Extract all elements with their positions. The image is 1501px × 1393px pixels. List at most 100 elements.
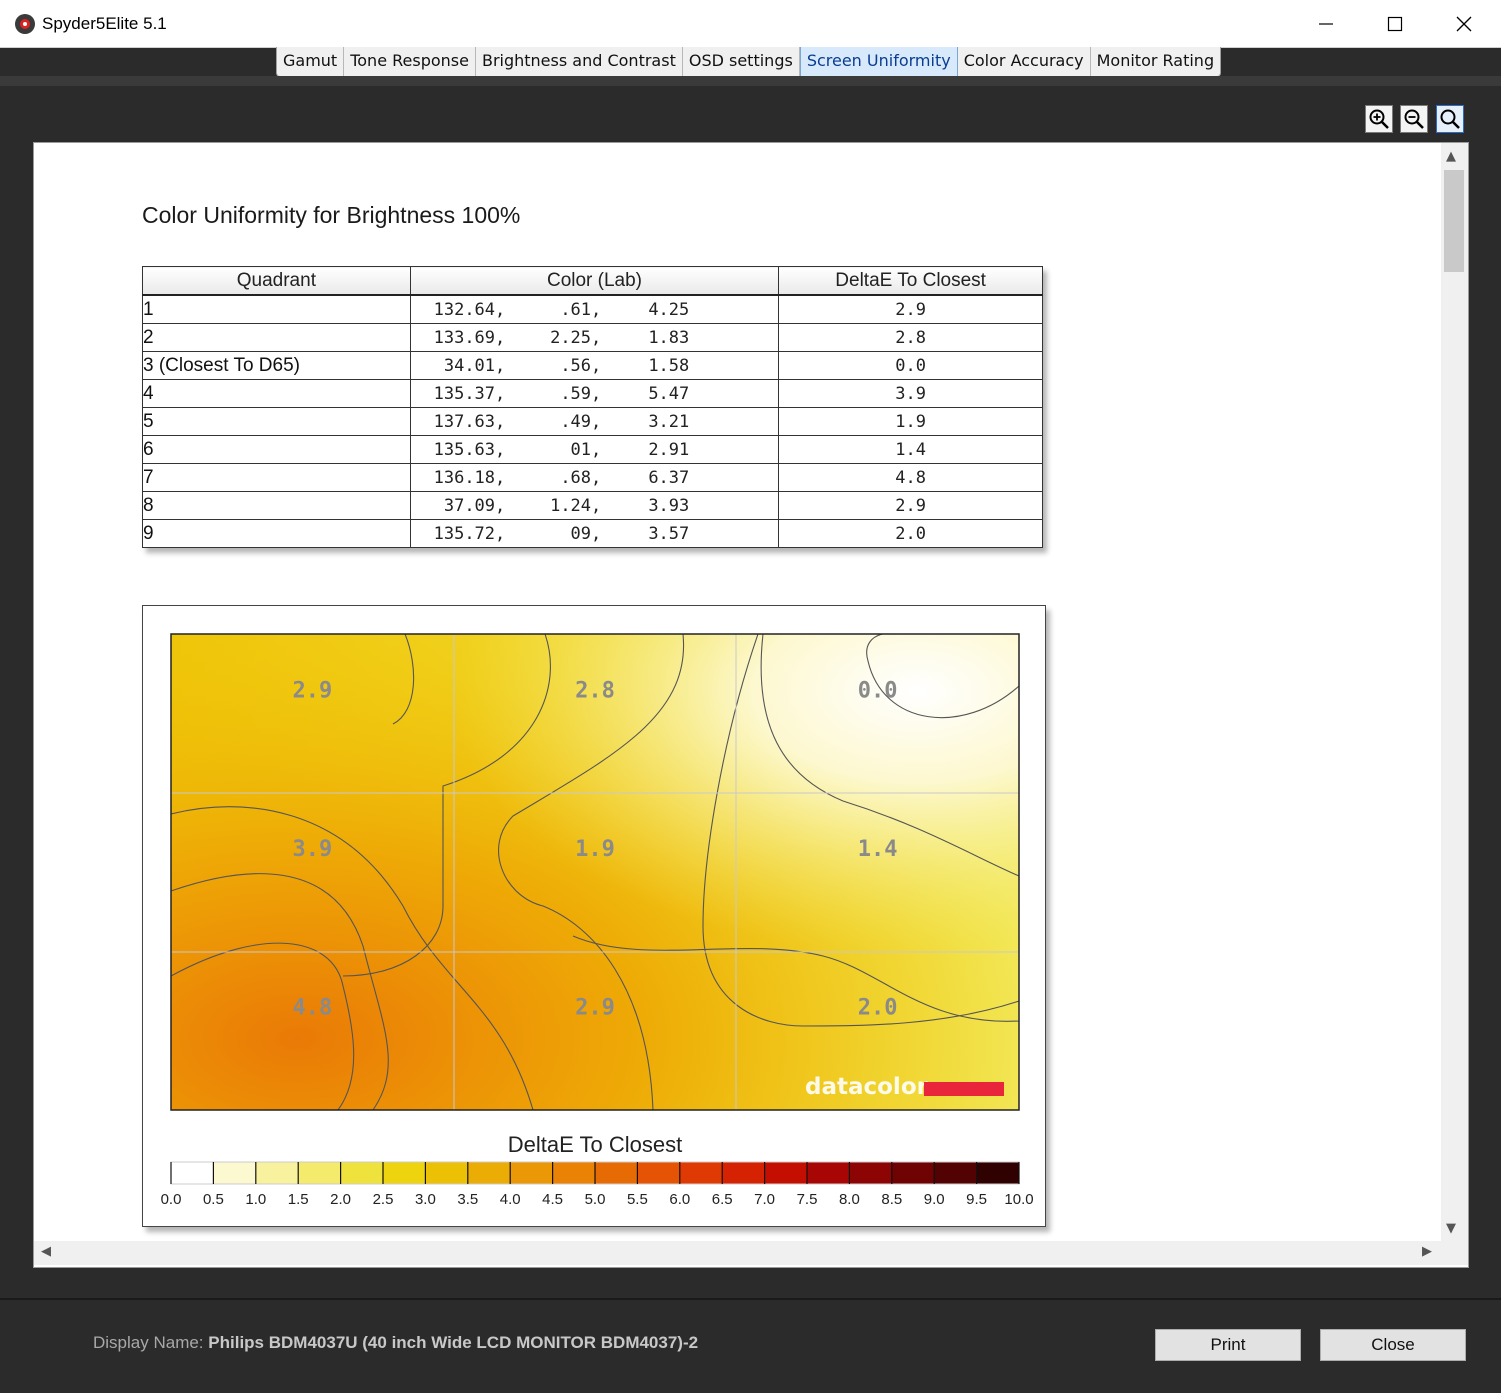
lab-b-value: 6.37	[648, 468, 690, 488]
scroll-down-icon[interactable]: ▼	[1446, 1221, 1456, 1236]
colorbar-segment	[891, 1162, 935, 1184]
colorbar-tick-label: 10.0	[1004, 1191, 1033, 1208]
lab-a-value: .49,	[560, 412, 602, 432]
colorbar-tick-label: 7.5	[797, 1191, 818, 1208]
zoom-out-button[interactable]	[1400, 105, 1428, 133]
colorbar-segment	[467, 1162, 511, 1184]
horizontal-scrollbar[interactable]	[34, 1241, 1441, 1265]
heatmap-cell-label: 0.0	[858, 678, 898, 703]
table-row: 4 135.37, .59, 5.47 3.9	[142, 379, 1043, 408]
heatmap-cell-label: 4.8	[292, 996, 332, 1021]
delta-e-cell: 4.8	[778, 463, 1043, 492]
lab-l-value: 37.09,	[443, 496, 506, 516]
vertical-scroll-thumb[interactable]	[1444, 170, 1464, 272]
report-tabs: Gamut Tone Response Brightness and Contr…	[276, 47, 1222, 77]
delta-e-cell: 1.4	[778, 435, 1043, 464]
colorbar-segment	[637, 1162, 681, 1184]
column-header: Color (Lab)	[409, 266, 780, 296]
minimize-button[interactable]	[1294, 0, 1358, 47]
tab-color-accuracy[interactable]: Color Accuracy	[958, 47, 1091, 76]
scroll-right-icon[interactable]: ▶	[1422, 1244, 1432, 1259]
display-name: Display Name: Philips BDM4037U (40 inch …	[93, 1333, 698, 1353]
tab-gamut[interactable]: Gamut	[277, 47, 345, 76]
zoom-in-icon	[1369, 109, 1389, 129]
colorbar-segment	[171, 1162, 214, 1184]
colorbar-segment	[383, 1162, 426, 1184]
colorbar-segment	[510, 1162, 554, 1184]
tab-osd-settings[interactable]: OSD settings	[683, 47, 800, 76]
zoom-in-button[interactable]	[1365, 105, 1393, 133]
close-window-button[interactable]	[1432, 0, 1496, 47]
vertical-scrollbar[interactable]	[1441, 143, 1468, 1241]
lab-b-value: 3.57	[648, 524, 690, 544]
colorbar-tick-label: 0.5	[203, 1191, 224, 1208]
delta-e-cell: 2.0	[778, 519, 1043, 548]
maximize-button[interactable]	[1363, 0, 1427, 47]
lab-b-value: 3.21	[648, 412, 690, 432]
quadrant-cell: 5	[142, 407, 411, 436]
lab-a-value: .61,	[560, 300, 602, 320]
heatmap-cell-label: 1.9	[575, 837, 615, 862]
lab-l-value: 136.18,	[433, 468, 506, 488]
table-header-row: Quadrant Color (Lab) DeltaE To Closest	[142, 266, 1043, 296]
tab-brightness-contrast[interactable]: Brightness and Contrast	[476, 47, 683, 76]
colorbar-segment	[679, 1162, 723, 1184]
quadrant-cell: 8	[142, 491, 411, 520]
watermark-bar	[924, 1082, 1004, 1096]
heatmap-cell-label: 2.9	[575, 996, 615, 1021]
colorbar-tick-label: 5.5	[627, 1191, 648, 1208]
lab-l-value: 135.37,	[433, 384, 506, 404]
close-icon	[1456, 16, 1472, 31]
colorbar-segment	[722, 1162, 766, 1184]
heatmap-cell-label: 2.8	[575, 678, 615, 703]
scrollbar-corner	[1441, 1241, 1468, 1265]
lab-a-value: 09,	[570, 524, 602, 544]
spyder-logo-icon	[15, 14, 35, 34]
heatmap-cell-label: 1.4	[858, 837, 898, 862]
lab-color-cell: 135.37, .59, 5.47	[409, 379, 780, 408]
quadrant-cell: 2	[142, 323, 411, 352]
colorbar-segment	[934, 1162, 978, 1184]
colorbar-segment	[425, 1162, 469, 1184]
tab-tone-response[interactable]: Tone Response	[344, 47, 476, 76]
lab-a-value: 2.25,	[550, 328, 602, 348]
title-bar: Spyder5Elite 5.1	[0, 0, 1501, 48]
scroll-up-icon[interactable]: ▲	[1446, 149, 1456, 164]
quadrant-cell: 7	[142, 463, 411, 492]
tab-monitor-rating[interactable]: Monitor Rating	[1096, 51, 1215, 70]
display-name-label: Display Name:	[93, 1333, 204, 1352]
watermark-text: datacolor	[805, 1074, 929, 1100]
colorbar-tick-label: 8.0	[839, 1191, 860, 1208]
lab-color-cell: 135.63, 01, 2.91	[409, 435, 780, 464]
colorbar-tick-label: 8.5	[881, 1191, 902, 1208]
colorbar-segment	[213, 1162, 257, 1184]
lab-color-cell: 34.01, .56, 1.58	[409, 351, 780, 380]
quadrant-cell: 3 (Closest To D65)	[142, 351, 411, 380]
print-button[interactable]: Print	[1155, 1329, 1301, 1361]
table-row: 6 135.63, 01, 2.91 1.4	[142, 435, 1043, 464]
lab-color-cell: 136.18, .68, 6.37	[409, 463, 780, 492]
lab-color-cell: 133.69, 2.25, 1.83	[409, 323, 780, 352]
lab-l-value: 133.69,	[433, 328, 506, 348]
lab-b-value: 2.91	[648, 440, 690, 460]
colorbar-segment	[298, 1162, 342, 1184]
colorbar-tick-label: 4.5	[542, 1191, 563, 1208]
uniformity-heatmap: 2.9 2.8 0.0 3.9 1.9 1.4 4.8 2.9 2.0 datacolor De…	[161, 633, 1034, 1208]
grid-lines	[171, 634, 1019, 1110]
display-name-value: Philips BDM4037U (40 inch Wide LCD MONIT…	[208, 1333, 699, 1352]
lab-l-value: 132.64,	[433, 300, 506, 320]
delta-e-cell: 0.0	[778, 351, 1043, 380]
lab-color-cell: 37.09, 1.24, 3.93	[409, 491, 780, 520]
table-row: 7 136.18, .68, 6.37 4.8	[142, 463, 1043, 492]
colorbar-tick-label: 6.5	[712, 1191, 733, 1208]
close-button[interactable]: Close	[1320, 1329, 1466, 1361]
colorbar-tick-label: 9.5	[966, 1191, 987, 1208]
tab-screen-uniformity[interactable]: Screen Uniformity	[799, 47, 958, 76]
footer-divider	[0, 1298, 1501, 1300]
zoom-fit-button[interactable]	[1436, 105, 1464, 133]
zoom-fit-icon	[1440, 109, 1460, 129]
colorbar-tick-label: 2.0	[330, 1191, 351, 1208]
scroll-left-icon[interactable]: ◀	[41, 1244, 51, 1259]
plot-border	[170, 633, 1020, 1111]
minimize-icon	[1319, 22, 1333, 25]
